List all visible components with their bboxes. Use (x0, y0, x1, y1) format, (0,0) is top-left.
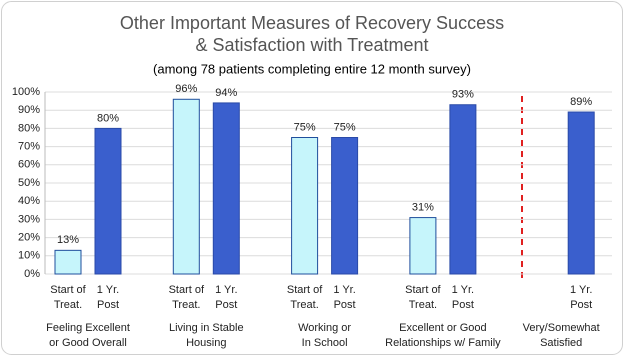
bar-label: Post (452, 299, 474, 311)
y-tick-label: 70% (18, 141, 40, 153)
value-label: 31% (412, 201, 434, 213)
category-label: Housing (186, 337, 226, 349)
value-label: 75% (294, 121, 316, 133)
category-label: Relationships w/ Family (385, 337, 501, 349)
category-label: Working or (298, 322, 351, 334)
bar (291, 137, 319, 275)
bar (172, 98, 200, 275)
bar-label: Post (334, 299, 356, 311)
bar (567, 111, 595, 275)
bar-label: Post (570, 299, 592, 311)
category-label: Feeling Excellent (46, 322, 130, 334)
bar (94, 127, 122, 275)
bar-label: 1 Yr. (452, 284, 474, 296)
bar-label: 1 Yr. (215, 284, 237, 296)
bar-label: Start of (287, 284, 323, 296)
bar-label: Treat. (54, 299, 82, 311)
y-tick-label: 0% (24, 268, 40, 280)
y-tick-label: 20% (18, 232, 40, 244)
bar-label: Post (215, 299, 237, 311)
bar-label: Start of (169, 284, 205, 296)
value-label: 13% (57, 234, 79, 246)
value-label: 94% (215, 87, 237, 99)
category-label: Satisfied (540, 337, 582, 349)
category-label: In School (302, 337, 348, 349)
bar-label: Post (97, 299, 119, 311)
category-label: Excellent or Good (399, 322, 486, 334)
bar-label: 1 Yr. (570, 284, 592, 296)
chart-title: Other Important Measures of Recovery Suc… (120, 13, 504, 33)
category-label: Very/Somewhat (523, 322, 600, 334)
chart-subtitle: (among 78 patients completing entire 12 … (153, 61, 471, 76)
y-tick-label: 90% (18, 104, 40, 116)
y-tick-label: 10% (18, 250, 40, 262)
y-tick-label: 60% (18, 159, 40, 171)
y-tick-label: 50% (18, 177, 40, 189)
bar-label: Treat. (172, 299, 200, 311)
y-tick-label: 30% (18, 213, 40, 225)
bar-label: 1 Yr. (97, 284, 119, 296)
bar-label: Treat. (409, 299, 437, 311)
y-tick-label: 40% (18, 195, 40, 207)
bar-label: Treat. (290, 299, 318, 311)
value-label: 93% (452, 89, 474, 101)
bar (54, 249, 82, 275)
category-label: Living in Stable (169, 322, 244, 334)
category-label: or Good Overall (49, 337, 127, 349)
y-tick-label: 100% (12, 86, 40, 98)
value-label: 89% (570, 96, 592, 108)
y-tick-label: 80% (18, 122, 40, 134)
bar (409, 217, 437, 275)
bar (212, 102, 240, 275)
chart-title: & Satisfaction with Treatment (195, 35, 428, 55)
bar-label: Start of (50, 284, 86, 296)
value-label: 96% (175, 83, 197, 95)
bar-label: 1 Yr. (333, 284, 355, 296)
value-label: 80% (97, 112, 119, 124)
bar (331, 137, 359, 275)
bar-label: Start of (405, 284, 441, 296)
value-label: 75% (334, 121, 356, 133)
bar (449, 104, 477, 275)
